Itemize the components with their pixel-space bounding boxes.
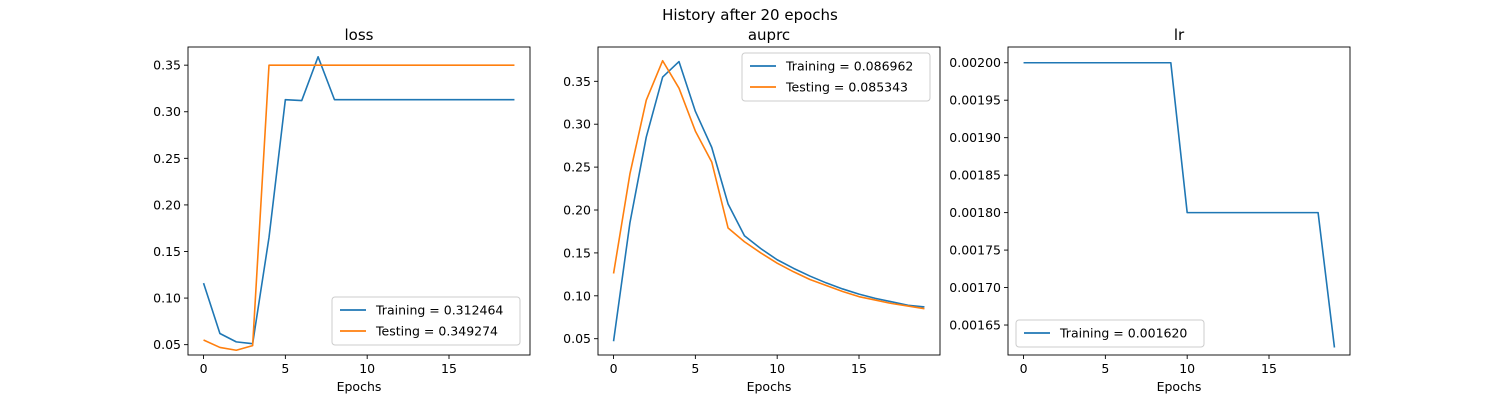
y-tick-label: 0.25: [153, 151, 181, 166]
subplot-lr: lr 0 5 10 15 0.00165 0.00170 0.00175 0.00180 0.00…: [949, 26, 1351, 394]
y-tick-label: 0.20: [153, 197, 181, 212]
x-tick-label: 10: [769, 361, 785, 376]
series-line-0: [202, 55, 515, 345]
y-tick-label: 0.15: [153, 244, 181, 259]
legend: Training = 0.001620: [1015, 319, 1205, 348]
subplots: loss 0 5 10 15 0.05 0.10 0.15 0.20 0.25 0.30 0.35 Ep…: [153, 26, 1351, 394]
legend-entry-0: Training = 0.086962: [785, 59, 913, 74]
y-tick-label: 0.30: [153, 104, 181, 119]
legend-entry-1: Testing = 0.349274: [375, 324, 498, 339]
y-tick-label: 0.00200: [949, 55, 1001, 70]
x-axis-label: Epochs: [1157, 379, 1202, 394]
y-tick-label: 0.15: [563, 245, 591, 260]
series-line-1: [203, 64, 515, 352]
subplot-loss: loss 0 5 10 15 0.05 0.10 0.15 0.20 0.25 0.30 0.35 Ep…: [153, 26, 531, 394]
y-tick-label: 0.05: [153, 337, 181, 352]
axes-frame: [597, 46, 941, 356]
series-line-1: [612, 59, 925, 310]
y-tick-label: 0.35: [153, 58, 181, 73]
y-tick-label: 0.00170: [949, 280, 1001, 295]
y-tick-label: 0.20: [563, 203, 591, 218]
legend: Training = 0.312464 Testing = 0.349274: [331, 296, 521, 346]
x-tick-label: 0: [200, 361, 208, 376]
subplot-title: auprc: [748, 26, 790, 44]
figure-suptitle: History after 20 epochs: [662, 6, 838, 24]
y-tick-label: 0.00175: [949, 243, 1001, 258]
x-tick-label: 15: [1261, 361, 1277, 376]
y-tick-label: 0.25: [563, 160, 591, 175]
x-tick-label: 0: [1020, 361, 1028, 376]
y-tick-label: 0.00195: [949, 93, 1001, 108]
subplot-title: lr: [1174, 26, 1185, 44]
x-tick-label: 5: [691, 361, 699, 376]
y-tick-label: 0.35: [563, 74, 591, 89]
subplot-auprc: auprc 0 5 10 15 0.05 0.10 0.15 0.20 0.25 0.30 0.35 E…: [563, 26, 941, 394]
subplot-title: loss: [345, 26, 374, 44]
x-tick-label: 15: [851, 361, 867, 376]
x-tick-label: 10: [1179, 361, 1195, 376]
x-tick-label: 0: [610, 361, 618, 376]
series-line-0: [612, 60, 925, 342]
legend: Training = 0.086962 Testing = 0.085343: [741, 52, 931, 102]
y-tick-label: 0.10: [563, 288, 591, 303]
y-tick-label: 0.00190: [949, 130, 1001, 145]
legend-entry-0: Training = 0.001620: [1059, 326, 1187, 341]
x-tick-label: 5: [1101, 361, 1109, 376]
x-axis-label: Epochs: [337, 379, 382, 394]
y-tick-label: 0.00165: [949, 318, 1001, 333]
x-axis-label: Epochs: [747, 379, 792, 394]
y-tick-label: 0.10: [153, 291, 181, 306]
legend-entry-1: Testing = 0.085343: [785, 80, 908, 95]
x-tick-label: 15: [441, 361, 457, 376]
x-tick-label: 5: [281, 361, 289, 376]
y-tick-label: 0.00185: [949, 168, 1001, 183]
series-line-0: [1023, 61, 1336, 348]
y-tick-label: 0.00180: [949, 205, 1001, 220]
axes-frame: [1007, 46, 1351, 356]
legend-box: [331, 296, 521, 346]
axes-frame: [187, 46, 531, 356]
y-tick-label: 0.05: [563, 331, 591, 346]
legend-box: [741, 52, 931, 102]
x-tick-label: 10: [359, 361, 375, 376]
y-tick-label: 0.30: [563, 117, 591, 132]
legend-entry-0: Training = 0.312464: [375, 303, 503, 318]
legend-box: [1015, 319, 1205, 348]
